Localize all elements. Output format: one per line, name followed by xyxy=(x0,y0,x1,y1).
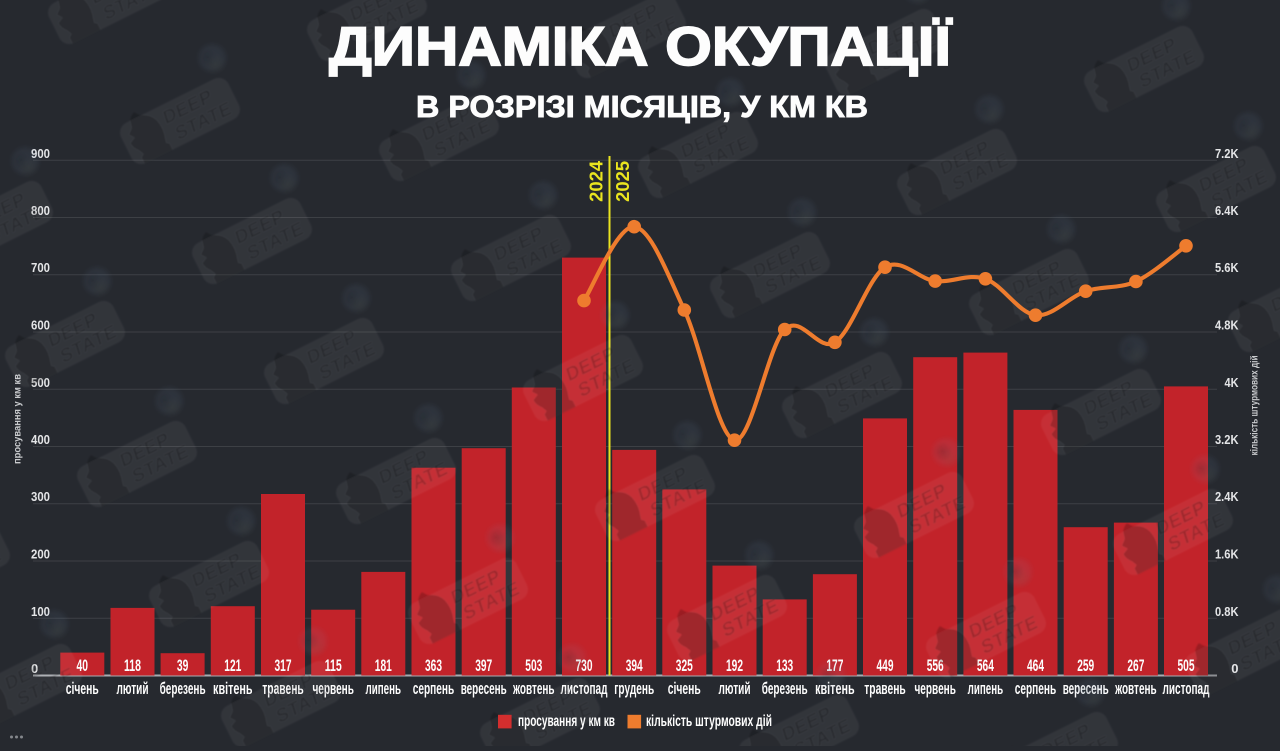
svg-text:березень: березень xyxy=(762,680,808,698)
svg-text:просування у км кв: просування у км кв xyxy=(13,374,24,464)
svg-text:121: 121 xyxy=(224,657,241,675)
svg-text:грудень: грудень xyxy=(614,680,654,698)
svg-text:40: 40 xyxy=(77,657,89,675)
svg-text:кількість штурмових дій: кількість штурмових дій xyxy=(1249,356,1261,456)
svg-text:лютий: лютий xyxy=(117,680,149,698)
svg-text:133: 133 xyxy=(776,657,793,675)
svg-text:2025: 2025 xyxy=(613,161,633,202)
svg-text:жовтень: жовтень xyxy=(1115,680,1157,698)
svg-text:259: 259 xyxy=(1077,657,1094,675)
svg-text:5.6K: 5.6K xyxy=(1215,260,1239,275)
svg-text:ДИНАМІКА ОКУПАЦІЇ: ДИНАМІКА ОКУПАЦІЇ xyxy=(329,15,953,77)
svg-text:4K: 4K xyxy=(1225,375,1240,390)
svg-text:кількість штурмових дій: кількість штурмових дій xyxy=(646,713,772,730)
svg-text:липень: липень xyxy=(366,680,402,698)
svg-text:397: 397 xyxy=(475,657,492,675)
svg-text:липень: липень xyxy=(968,680,1004,698)
svg-text:39: 39 xyxy=(177,657,189,675)
svg-text:жовтень: жовтень xyxy=(512,680,554,698)
svg-text:В РОЗРІЗІ МІСЯЦІВ, У КМ КВ: В РОЗРІЗІ МІСЯЦІВ, У КМ КВ xyxy=(416,90,868,124)
svg-text:181: 181 xyxy=(375,657,392,675)
svg-text:267: 267 xyxy=(1127,657,1144,675)
svg-text:3.2K: 3.2K xyxy=(1215,432,1239,447)
svg-text:лютий: лютий xyxy=(719,680,751,698)
svg-text:192: 192 xyxy=(726,657,743,675)
svg-text:серпень: серпень xyxy=(413,680,455,698)
svg-text:квітень: квітень xyxy=(213,680,253,698)
svg-text:325: 325 xyxy=(676,657,693,675)
svg-text:200: 200 xyxy=(31,547,50,562)
svg-text:464: 464 xyxy=(1027,657,1045,675)
svg-text:січень: січень xyxy=(668,680,701,698)
svg-text:449: 449 xyxy=(877,657,894,675)
svg-text:серпень: серпень xyxy=(1015,680,1057,698)
svg-text:700: 700 xyxy=(31,260,50,275)
svg-text:1.6K: 1.6K xyxy=(1215,547,1239,562)
svg-text:118: 118 xyxy=(124,657,141,675)
svg-text:вересень: вересень xyxy=(461,680,507,698)
svg-text:400: 400 xyxy=(31,432,50,447)
svg-text:394: 394 xyxy=(626,657,644,675)
svg-text:503: 503 xyxy=(525,657,542,675)
svg-text:300: 300 xyxy=(31,489,50,504)
svg-text:317: 317 xyxy=(275,657,292,675)
svg-text:363: 363 xyxy=(425,657,442,675)
svg-text:березень: березень xyxy=(160,680,206,698)
svg-text:2024: 2024 xyxy=(586,161,606,202)
svg-text:травень: травень xyxy=(864,680,906,698)
svg-text:0.8K: 0.8K xyxy=(1215,604,1239,619)
svg-text:червень: червень xyxy=(914,680,956,698)
svg-text:просування у км кв: просування у км кв xyxy=(518,713,615,730)
